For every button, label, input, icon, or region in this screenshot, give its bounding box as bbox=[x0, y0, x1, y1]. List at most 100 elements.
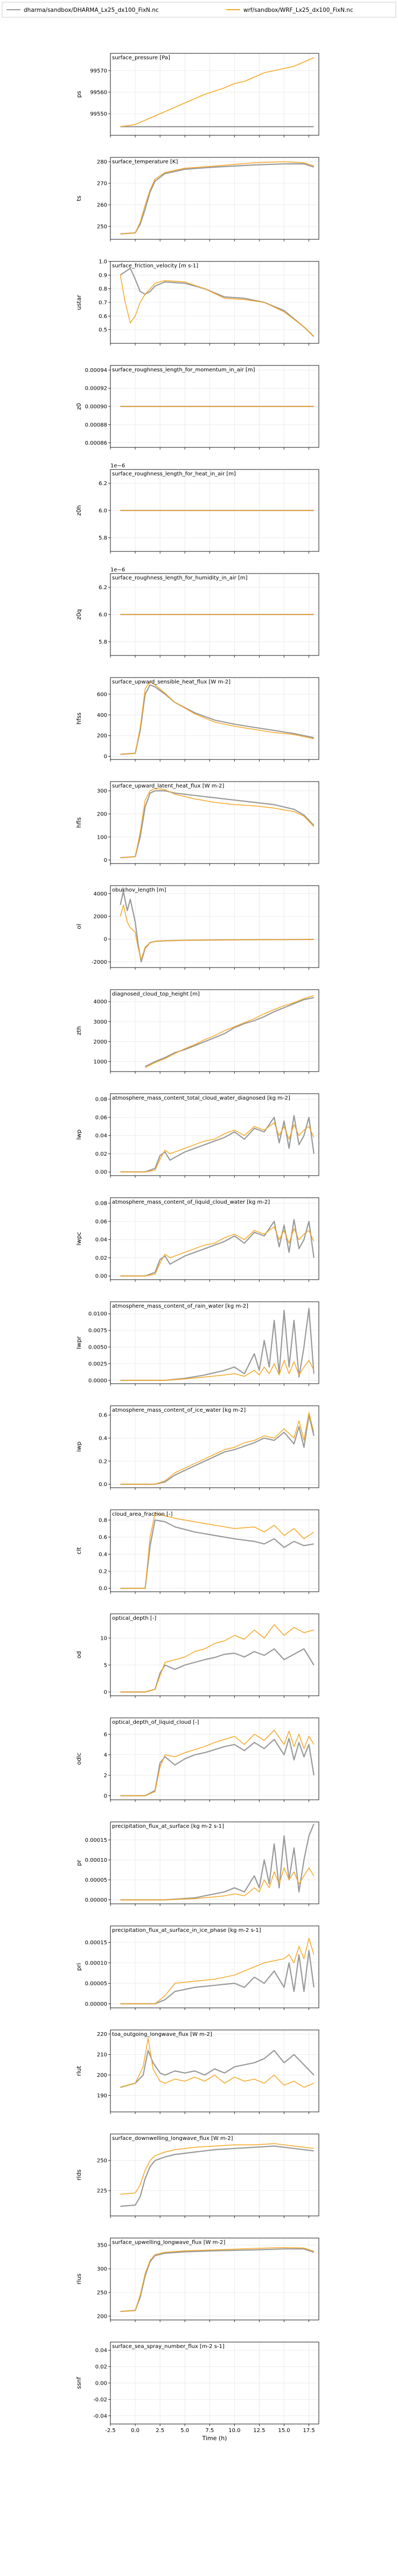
plot-frame bbox=[110, 2237, 319, 2321]
panel-title: toa_outgoing_longwave_flux [W m-2] bbox=[112, 2032, 212, 2038]
y-tick-label: 99560 bbox=[90, 90, 107, 96]
y-tick-label: 1000 bbox=[94, 1059, 107, 1065]
panel-title: surface_upward_latent_heat_flux [W m-2] bbox=[112, 783, 224, 789]
x-tick-label: 17.5 bbox=[303, 2428, 315, 2434]
series-line-dharma bbox=[120, 1308, 315, 1381]
y-tick-label: 300 bbox=[97, 789, 107, 795]
panel-20: 225 250 surface_downwelling_longwave_flux … bbox=[75, 2133, 319, 2218]
y-axis-label: ustar bbox=[75, 294, 82, 310]
plot-frame bbox=[110, 1093, 319, 1176]
y-axis-label: od bbox=[75, 1651, 82, 1659]
y-axis-label: zth bbox=[75, 1026, 82, 1035]
plot-frame bbox=[110, 1197, 319, 1280]
y-axis-label: rlds bbox=[75, 2170, 82, 2181]
y-tick-label: 0.0 bbox=[99, 1586, 107, 1592]
series-line-dharma bbox=[120, 163, 315, 235]
plot-frame bbox=[110, 1717, 319, 1800]
y-tick-label: 0.04 bbox=[95, 1133, 107, 1139]
series-line-wrf bbox=[120, 904, 314, 960]
panel-6: 0 200 400 600 surface_upward_sensible_heat_f… bbox=[75, 677, 319, 762]
panel-14: 0.0 0.2 0.4 0.6 0.8 cloud_area_fraction [-] cl… bbox=[75, 1509, 319, 1594]
y-tick-label: 0.7 bbox=[99, 300, 107, 306]
y-tick-label: -2000 bbox=[92, 959, 107, 965]
y-tick-label: 0.5 bbox=[99, 327, 107, 333]
series-line-dharma bbox=[120, 1414, 315, 1485]
panel-19: 190 200 210 220 toa_outgoing_longwave_flux [… bbox=[75, 2029, 319, 2114]
y-axis-label: iwp bbox=[75, 1441, 82, 1452]
plot-frame bbox=[110, 677, 319, 760]
y-tick-label: 300 bbox=[97, 2267, 107, 2273]
y-tick-label: 6.2 bbox=[99, 585, 107, 591]
plot-frame bbox=[110, 1405, 319, 1488]
y-tick-label: 0.8 bbox=[99, 286, 107, 292]
series-line-wrf bbox=[120, 1730, 315, 1797]
y-tick-label: 210 bbox=[97, 2052, 107, 2058]
panel-12: 0.0000 0.0025 0.0050 0.0075 0.0100 atmosphere… bbox=[75, 1301, 319, 1386]
y-tick-label: 225 bbox=[97, 2188, 107, 2194]
legend-label-0: dharma/sandbox/DHARMA_Lx25_dx100_FixN.nc bbox=[24, 7, 159, 13]
series-line-wrf bbox=[120, 2038, 315, 2088]
y-tick-label: 0.2 bbox=[99, 1569, 107, 1575]
y-tick-label: 0.0075 bbox=[88, 1328, 107, 1334]
y-axis-label: z0q bbox=[75, 609, 82, 620]
series-line-dharma bbox=[120, 2049, 315, 2088]
y-tick-label: 0.9 bbox=[99, 273, 107, 279]
x-tick-label: -2.5 bbox=[105, 2428, 116, 2434]
y-tick-label: 0.02 bbox=[95, 1255, 107, 1261]
y-tick-label: 0 bbox=[104, 937, 107, 943]
plot-frame bbox=[110, 53, 319, 136]
y-tick-label: 260 bbox=[97, 203, 107, 209]
y-tick-label: 2000 bbox=[94, 914, 107, 920]
panel-title: surface_temperature [K] bbox=[112, 159, 178, 165]
y-tick-label: -0.02 bbox=[93, 2397, 107, 2403]
y-tick-label: 2000 bbox=[94, 1039, 107, 1045]
x-tick-label: 2.5 bbox=[156, 2428, 164, 2434]
y-tick-label: 250 bbox=[97, 2158, 107, 2164]
y-axis-label: z0h bbox=[75, 505, 82, 516]
panel-title: atmosphere_mass_content_total_cloud_wate… bbox=[112, 1095, 290, 1101]
panel-9: 1000 2000 3000 4000 diagnosed_cloud_top_heig… bbox=[75, 989, 319, 1074]
y-tick-label: 0.2 bbox=[99, 1459, 107, 1465]
series-line-dharma bbox=[145, 997, 315, 1067]
y-tick-label: 200 bbox=[97, 2313, 107, 2319]
y-tick-label: 6.0 bbox=[99, 508, 107, 514]
y-tick-label: 250 bbox=[97, 224, 107, 230]
panel-16: 0 2 4 6 optical_depth_of_liquid_cloud [-] odl… bbox=[75, 1717, 319, 1802]
series-line-dharma bbox=[120, 1519, 314, 1589]
y-tick-label: 0.00005 bbox=[85, 1981, 107, 1987]
x-tick-label: 0.0 bbox=[131, 2428, 139, 2434]
panel-18: 0.00000 0.00005 0.00010 0.00015 precipitatio… bbox=[75, 1925, 319, 2010]
series-line-wrf bbox=[120, 161, 315, 234]
y-tick-label: 200 bbox=[97, 811, 107, 817]
panel-10: 0.00 0.02 0.04 0.06 0.08 atmosphere_mass_cont… bbox=[75, 1093, 319, 1178]
series-line-wrf bbox=[120, 275, 315, 337]
series-line-wrf bbox=[120, 1122, 315, 1172]
y-tick-label: 600 bbox=[97, 692, 107, 697]
series-line-dharma bbox=[120, 2248, 315, 2312]
y-tick-label: 0.02 bbox=[95, 1151, 107, 1157]
panel-7: 0 100 200 300 surface_upward_latent_heat_flu… bbox=[75, 781, 319, 866]
plot-frame bbox=[110, 1821, 319, 1904]
y-tick-label: 0.4 bbox=[99, 1435, 107, 1441]
panel-8: -2000 0 2000 4000 obukhov_length [m] ol bbox=[75, 885, 319, 970]
panel-1: 250 260 270 280 surface_temperature [K] ts bbox=[75, 157, 319, 241]
y-axis-label: ps bbox=[75, 91, 82, 98]
y-axis-multiplier: 1e−6 bbox=[110, 463, 125, 469]
y-tick-label: 0 bbox=[104, 754, 107, 760]
y-tick-label: 0 bbox=[104, 858, 107, 864]
series-line-dharma bbox=[120, 1737, 315, 1797]
y-tick-label: 99570 bbox=[90, 68, 107, 74]
panel-title: obukhov_length [m] bbox=[112, 887, 166, 893]
panel-title: precipitation_flux_at_surface [kg m-2 s-… bbox=[112, 1824, 224, 1829]
y-axis-label: rlus bbox=[75, 2274, 82, 2285]
y-tick-label: 0.00 bbox=[95, 2381, 107, 2387]
panel-title: atmosphere_mass_content_of_ice_water [kg… bbox=[112, 1407, 246, 1413]
plot-frame bbox=[110, 781, 319, 864]
y-tick-label: 250 bbox=[97, 2290, 107, 2296]
panel-title: surface_upwelling_longwave_flux [W m-2] bbox=[112, 2240, 225, 2246]
series-line-wrf bbox=[120, 1624, 314, 1693]
series-line-wrf bbox=[120, 1412, 315, 1485]
y-tick-label: 5.8 bbox=[99, 535, 107, 541]
y-tick-label: 0.00 bbox=[95, 1170, 107, 1176]
plot-frame bbox=[110, 1301, 319, 1384]
